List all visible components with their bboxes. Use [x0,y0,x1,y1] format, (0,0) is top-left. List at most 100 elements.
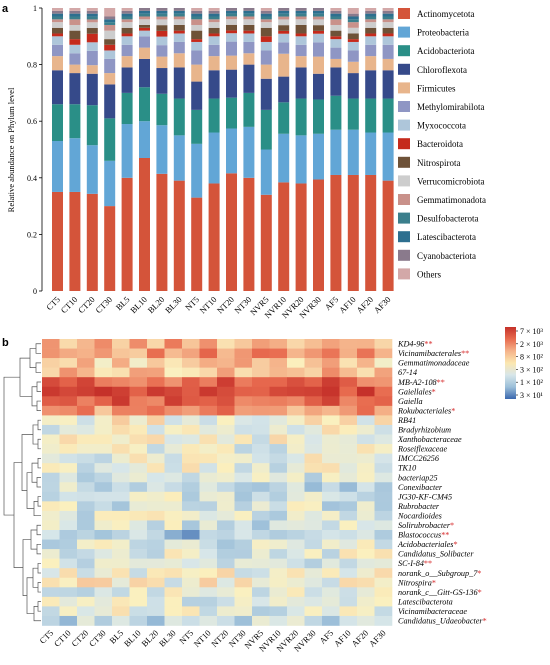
heatmap-cell [94,348,113,359]
heatmap-cell [42,530,60,540]
legend-label: Desulfobacterota [417,214,478,224]
dendrogram-link [36,543,41,555]
heatmap-cell [182,463,200,473]
x-tick-label: CT20 [76,294,97,315]
bar-segment [86,50,98,66]
heatmap-cell [322,510,340,521]
dendrogram-link [36,524,41,536]
column-label: CT10 [52,628,73,649]
bar-segment [365,13,377,17]
bar-segment [243,13,255,17]
heatmap-cell [182,396,200,407]
heatmap-cell [42,377,60,388]
heatmap-cell [147,606,165,617]
heatmap-cell [304,577,323,588]
bar-segment [226,13,237,17]
bar-segment [347,8,359,14]
bar-segment [121,16,133,20]
heatmap-cell [322,415,340,426]
heatmap-cell [339,615,358,626]
bar-segment [365,16,377,20]
bar-segment [365,70,377,99]
heatmap-cell [322,520,340,531]
bar-segment [295,183,307,291]
heatmap-cell [94,606,113,617]
heatmap-cell [234,415,253,426]
row-label: Rokubacteriales* [397,406,455,415]
heatmap-cell [269,615,288,626]
heatmap-cell [112,453,130,464]
bar-segment [347,98,359,130]
heatmap-cell [147,501,165,512]
heatmap-cell [234,434,253,445]
bar-segment [278,53,290,77]
bar-segment [313,8,324,11]
heatmap-cell [147,453,165,464]
heatmap-cell [339,405,358,416]
heatmap-cell [322,606,340,617]
bar-segment [69,44,81,54]
heatmap-cell [322,472,340,483]
bar-segment [347,13,359,17]
bar-segment [121,36,133,45]
bar-segment [243,30,255,34]
heatmap-cell [234,444,253,454]
heatmap-cell [164,501,183,512]
heatmap-cell [129,339,148,349]
heatmap-cell [287,415,305,426]
heatmap-cell [269,396,288,407]
bar-segment [86,193,98,291]
heatmap-cell [59,530,78,540]
heatmap-cell [252,549,270,559]
bar-segment [243,177,255,291]
heatmap-cells [42,339,393,626]
bar-segment [173,67,185,99]
heatmap-cell [269,568,288,579]
heatmap-cell [304,539,323,550]
bar-segment [365,22,377,28]
heatmap-cell [129,501,148,512]
heatmap-cell [77,434,95,445]
bar-segment [365,19,377,23]
heatmap-cell [94,482,113,493]
heatmap-cell [42,396,60,407]
bar-segment [278,42,290,54]
heatmap-cell [164,491,183,502]
bar-segment [365,44,377,57]
heatmap-cell [269,415,288,426]
y-tick-label: 0.4 [27,174,37,183]
legend-label: Acidobacteriota [417,46,474,56]
heatmap-cell [129,472,148,483]
bar-segment [156,19,168,26]
heatmap-cell [182,358,200,368]
heatmap-cell [59,405,78,416]
dendrogram-link [36,381,41,392]
heatmap-cell [59,463,78,473]
bar-segment [156,173,168,291]
y-tick-label: 0.2 [27,230,37,239]
heatmap-cell [234,615,253,626]
heatmap-cell [339,587,358,598]
x-tick-label: AF20 [354,294,375,315]
bar-segment [121,56,133,68]
y-axis-ticks: 0 0.2 0.4 0.6 0.8 1 [27,4,42,296]
bar-segment [260,19,272,23]
heatmap-cell [339,463,358,473]
legend-swatch [398,26,410,38]
row-label: Rubrobacter [397,502,440,511]
heatmap-cell [234,491,253,502]
heatmap-cell [304,424,323,435]
bar-segment [104,24,116,31]
heatmap-cell [164,510,183,521]
heatmap-cell [77,539,95,550]
heatmap-cell [269,386,288,397]
colorbar-label: 3 × 10² [520,365,544,374]
bar-segment [52,10,63,14]
heatmap-cell [42,501,60,512]
heatmap-cell [217,339,235,349]
bar-segment [313,42,324,57]
heatmap-cell [304,339,323,349]
bar-segment [365,27,377,34]
heatmap-cell [77,453,95,464]
heatmap-cell [322,396,340,407]
